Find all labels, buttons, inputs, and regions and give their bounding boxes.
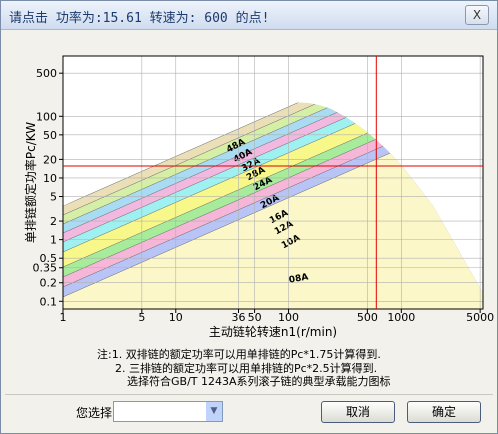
note-line: 选择符合GB/T 1243A系列滚子链的典型承载能力图标 <box>127 375 391 388</box>
y-tick-label: 2 <box>50 215 57 228</box>
x-tick-label: 5 <box>138 311 145 324</box>
close-button[interactable]: X <box>465 5 489 25</box>
ok-button[interactable]: 确定 <box>407 401 481 423</box>
y-tick-label: 20 <box>43 153 57 166</box>
y-axis-label: 单排链额定功率Pc/KW <box>23 122 38 243</box>
x-axis-label: 主动链轮转速n1(r/min) <box>209 324 337 339</box>
select-box[interactable]: ▼ <box>113 401 223 422</box>
cancel-button[interactable]: 取消 <box>321 401 395 423</box>
x-tick-label: 500 <box>357 311 378 324</box>
x-tick-label: 50 <box>248 311 262 324</box>
note-line: 2. 三排链的额定功率可以用单排链的Pc*2.5计算得到. <box>115 362 378 375</box>
y-tick-label: 10 <box>43 172 57 185</box>
window-title: 请点击 功率为:15.61 转速为: 600 的点! <box>9 11 270 26</box>
x-tick-label: 5000 <box>466 311 494 324</box>
select-arrow[interactable]: ▼ <box>206 402 222 421</box>
y-tick-label: 0.1 <box>40 295 58 308</box>
x-tick-label: 1000 <box>387 311 415 324</box>
x-tick-label: 100 <box>278 311 299 324</box>
y-tick-label: 50 <box>43 129 57 142</box>
y-tick-label: 0.5 <box>40 252 58 265</box>
x-tick-label: 36 <box>232 311 246 324</box>
band-label: 08A <box>288 272 309 285</box>
select-label: 您选择 <box>76 406 113 420</box>
y-tick-label: 0.2 <box>40 277 58 290</box>
x-tick-label: 1 <box>60 311 67 324</box>
y-tick-label: 100 <box>36 110 57 123</box>
y-tick-label: 500 <box>36 67 57 80</box>
band <box>63 111 483 309</box>
separator <box>5 394 493 395</box>
y-tick-label: 5 <box>50 191 57 204</box>
plot-frame <box>62 55 484 310</box>
y-tick-label: 1 <box>50 234 57 247</box>
y-tick-label: 0.35 <box>33 262 58 275</box>
title-bar: 请点击 功率为:15.61 转速为: 600 的点! X <box>1 1 497 30</box>
note-line: 注:1. 双排链的额定功率可以用单排链的Pc*1.75计算得到. <box>97 348 381 361</box>
x-tick-label: 10 <box>169 311 183 324</box>
